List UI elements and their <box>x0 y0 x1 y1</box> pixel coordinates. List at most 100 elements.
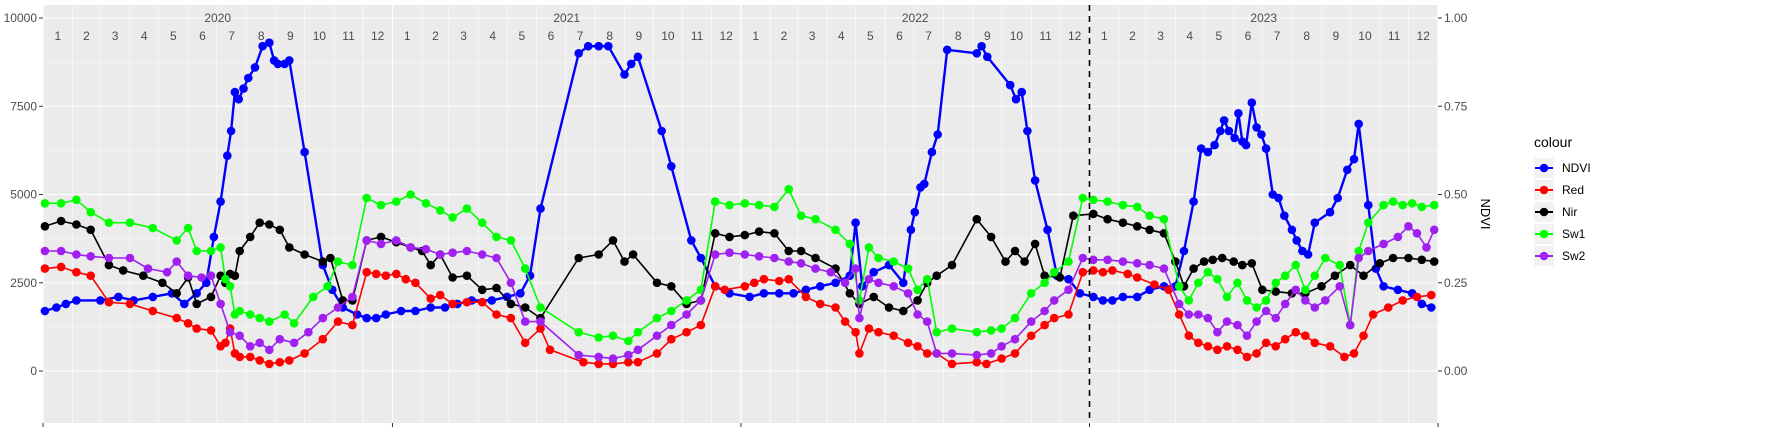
data-point-nir <box>1118 218 1128 227</box>
data-point-sw2 <box>740 250 750 259</box>
data-point-sw1 <box>206 246 216 256</box>
data-point-ndvi <box>899 278 908 288</box>
data-point-red <box>913 342 922 351</box>
data-point-red <box>492 310 501 319</box>
data-point-ndvi <box>1310 218 1320 227</box>
data-point-red <box>1010 349 1020 358</box>
data-point-sw1 <box>323 282 332 291</box>
data-point-red <box>506 313 516 323</box>
data-point-red <box>815 299 825 309</box>
data-point-sw2 <box>255 338 264 348</box>
data-point-sw2 <box>435 250 445 259</box>
data-point-ndvi <box>1203 147 1213 157</box>
data-point-nir <box>1030 239 1040 249</box>
month-label: 9 <box>1332 29 1339 43</box>
data-point-sw1 <box>492 232 501 242</box>
data-point-sw2 <box>1321 296 1330 305</box>
data-point-sw1 <box>932 327 941 337</box>
data-point-red <box>1089 266 1098 275</box>
data-point-red <box>903 338 913 348</box>
data-point-nir <box>1271 287 1280 296</box>
data-point-ndvi <box>696 253 706 263</box>
data-point-red <box>520 338 530 348</box>
data-point-sw2 <box>1393 232 1403 242</box>
data-point-nir <box>1388 253 1398 263</box>
data-point-sw1 <box>1213 274 1222 284</box>
data-point-sw2 <box>633 345 643 355</box>
data-point-sw1 <box>1103 197 1112 206</box>
data-point-nir <box>1010 246 1020 256</box>
month-label: 5 <box>170 29 177 43</box>
data-point-red <box>545 345 555 355</box>
data-point-sw2 <box>183 271 193 281</box>
data-point-sw1 <box>682 296 691 305</box>
data-point-nir <box>1020 257 1029 266</box>
data-point-nir <box>947 260 957 270</box>
data-point-sw2 <box>1291 285 1300 295</box>
data-point-sw1 <box>477 218 487 227</box>
data-point-ndvi <box>633 52 643 62</box>
data-point-sw1 <box>1233 278 1242 288</box>
data-point-red <box>1222 342 1232 351</box>
series-sw2 <box>40 222 1439 363</box>
data-point-ndvi <box>801 285 811 295</box>
data-point-nir <box>104 260 114 270</box>
data-point-nir <box>845 289 855 298</box>
data-point-ndvi <box>1252 123 1261 132</box>
data-point-nir <box>139 271 148 281</box>
data-point-red <box>759 274 769 284</box>
data-point-sw2 <box>318 313 328 323</box>
data-point-nir <box>56 216 66 226</box>
data-point-sw2 <box>462 246 472 256</box>
data-point-sw2 <box>1010 334 1020 344</box>
data-point-sw2 <box>506 278 516 288</box>
data-point-nir <box>172 289 181 298</box>
data-point-nir <box>1345 260 1355 270</box>
data-point-sw2 <box>874 278 883 288</box>
data-point-nir <box>913 296 922 305</box>
data-point-nir <box>869 292 878 302</box>
legend-item-sw1: Sw1 <box>1534 224 1586 244</box>
month-label: 12 <box>1068 29 1082 43</box>
data-point-ndvi <box>1287 225 1297 235</box>
data-point-red <box>720 285 729 295</box>
data-point-red <box>401 274 411 284</box>
data-point-ndvi <box>977 41 986 51</box>
data-point-sw1 <box>784 184 793 194</box>
data-point-ndvi <box>789 289 798 298</box>
data-point-ndvi <box>1234 109 1243 118</box>
data-point-red <box>1123 269 1132 279</box>
data-point-sw2 <box>608 354 618 363</box>
data-point-red <box>1078 267 1088 277</box>
y-left-tick-label: 0 <box>30 364 37 378</box>
data-point-sw2 <box>1078 253 1088 263</box>
legend-key-point <box>1539 251 1549 261</box>
data-point-sw1 <box>183 223 193 233</box>
data-point-nir <box>255 218 264 227</box>
data-point-red <box>801 292 811 302</box>
data-point-ndvi <box>983 52 992 62</box>
data-point-red <box>1194 338 1203 348</box>
data-point-sw2 <box>932 349 941 358</box>
data-point-ndvi <box>1196 144 1206 153</box>
data-point-ndvi <box>594 41 603 51</box>
data-point-nir <box>477 285 487 295</box>
data-point-red <box>1349 349 1359 358</box>
data-point-ndvi <box>1354 119 1363 129</box>
legend-key-point <box>1539 229 1549 239</box>
legend-title: colour <box>1534 134 1572 150</box>
data-point-nir <box>1404 253 1413 263</box>
data-point-sw1 <box>652 313 662 323</box>
data-point-sw2 <box>864 274 874 284</box>
data-point-sw2 <box>624 350 633 360</box>
year-label: 2023 <box>1250 11 1277 25</box>
data-point-ndvi <box>285 56 294 65</box>
data-point-ndvi <box>1023 126 1032 136</box>
legend: colour NDVI Red Nir Sw1 Sw2 <box>1534 134 1591 266</box>
data-point-red <box>947 359 957 369</box>
data-point-ndvi <box>620 70 629 79</box>
data-point-nir <box>275 225 285 235</box>
data-point-sw2 <box>851 264 860 273</box>
data-point-red <box>855 349 864 358</box>
data-point-sw1 <box>1364 218 1373 227</box>
